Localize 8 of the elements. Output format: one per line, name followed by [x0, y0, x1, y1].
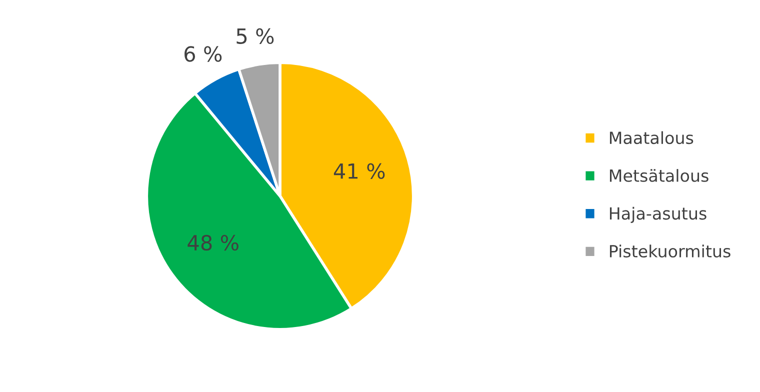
legend-label: Pistekuormitus: [610, 244, 730, 258]
data-label: 5 %: [236, 28, 274, 44]
data-label: 41 %: [334, 163, 385, 179]
data-label: 6 %: [184, 46, 222, 62]
data-label: 48 %: [188, 234, 238, 251]
legend-label: Metsätalous: [610, 169, 708, 182]
legend-label: Haja-asutus: [610, 206, 706, 223]
legend-label: Maatalous: [610, 131, 694, 144]
